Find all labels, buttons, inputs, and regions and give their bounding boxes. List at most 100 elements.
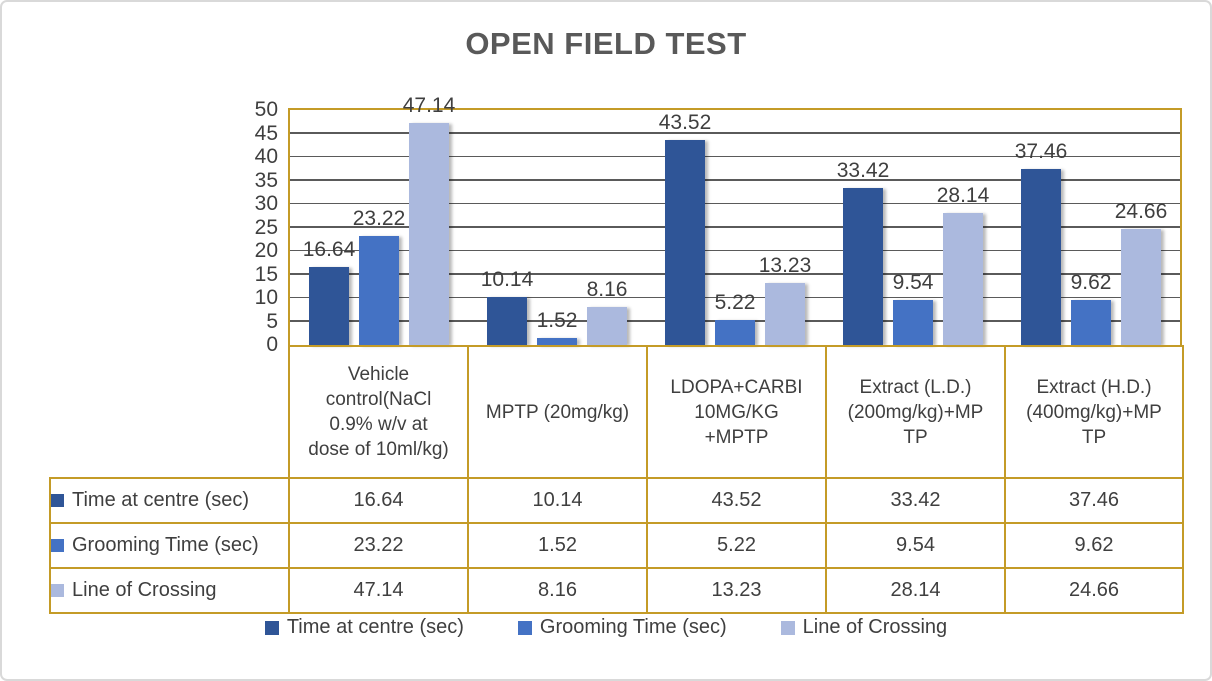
plot-border xyxy=(288,108,1182,345)
series-name: Time at centre (sec) xyxy=(72,489,250,511)
legend-swatch-icon xyxy=(780,620,795,635)
bar-value-label: 37.46 xyxy=(1014,139,1068,163)
bar-value-label: 9.54 xyxy=(892,271,934,295)
gridline xyxy=(290,273,1180,275)
bar-group: 43.52 5.22 13.23 xyxy=(646,110,824,345)
data-table: Vehicle control(NaCl 0.9% w/v at dose of… xyxy=(49,345,1184,614)
table-value-cell: 9.62 xyxy=(1004,522,1184,569)
plot-bars: 16.64 23.22 47.14 10.14 1.52 8.16 43.52 5.22 13.… xyxy=(290,94,1180,345)
bar-slot: 23.22 xyxy=(353,110,405,345)
table-value-cell: 9.54 xyxy=(825,522,1006,569)
table-category-row: Vehicle control(NaCl 0.9% w/v at dose of… xyxy=(50,345,1184,479)
y-axis-label: 5 xyxy=(266,309,278,333)
legend-item: Grooming Time (sec) xyxy=(517,616,727,639)
bar-slot: 5.22 xyxy=(715,110,755,345)
gridline xyxy=(290,296,1180,298)
bar-value-label: 33.42 xyxy=(836,158,890,182)
bar-slot: 28.14 xyxy=(937,110,989,345)
bar xyxy=(765,282,805,345)
y-axis-label: 30 xyxy=(254,192,278,215)
bar-slot: 43.52 xyxy=(659,110,711,345)
bar-slot: 8.16 xyxy=(587,110,627,345)
y-axis-labels: 0 5 10 15 20 25 30 35 40 45 50 xyxy=(188,2,278,679)
bar xyxy=(1071,299,1111,345)
bar-slot: 9.62 xyxy=(1071,110,1111,345)
table-value-cell: 23.22 xyxy=(288,522,469,569)
table-value-cell: 16.64 xyxy=(288,477,469,524)
bar xyxy=(1121,229,1161,345)
bar-value-label: 1.52 xyxy=(536,308,578,332)
series-swatch-icon xyxy=(51,539,64,552)
bar-value-label: 8.16 xyxy=(586,277,628,301)
category-cell: MPTP (20mg/kg) xyxy=(467,345,648,479)
bar xyxy=(893,300,933,345)
bar-group: 16.64 23.22 47.14 xyxy=(290,94,468,345)
bar xyxy=(587,306,627,345)
table-value-cell: 33.42 xyxy=(825,477,1006,524)
table-value-cell: 28.14 xyxy=(825,567,1006,614)
bar-slot: 24.66 xyxy=(1115,110,1167,345)
bar-slot: 47.14 xyxy=(403,94,455,345)
y-axis-label: 40 xyxy=(254,145,278,168)
bar-slot: 37.46 xyxy=(1015,110,1067,345)
bar-value-label: 47.14 xyxy=(402,94,456,118)
bar xyxy=(537,337,577,345)
table-value-cell: 1.52 xyxy=(467,522,648,569)
chart-legend: Time at centre (sec) Grooming Time (sec) L… xyxy=(2,616,1210,639)
bar-slot: 33.42 xyxy=(837,110,889,345)
data-table-body: Vehicle control(NaCl 0.9% w/v at dose of… xyxy=(49,345,1184,614)
y-axis-label: 10 xyxy=(254,286,278,309)
bar-value-label: 28.14 xyxy=(936,183,990,207)
bar xyxy=(665,140,705,345)
gridline xyxy=(290,202,1180,204)
bar-slot: 9.54 xyxy=(893,110,933,345)
table-row: Grooming Time (sec) 23.22 1.52 5.22 9.54 9.62 xyxy=(49,522,1184,569)
bar-value-label: 16.64 xyxy=(302,237,356,261)
series-swatch-icon xyxy=(51,494,64,507)
table-row: Line of Crossing 47.14 8.16 13.23 28.14 24.66 xyxy=(49,567,1184,614)
bar-slot: 16.64 xyxy=(303,110,355,345)
table-corner-blank xyxy=(50,346,289,478)
bar-group: 37.46 9.62 24.66 xyxy=(1002,110,1180,345)
bar-group: 33.42 9.54 28.14 xyxy=(824,110,1002,345)
bar-value-label: 5.22 xyxy=(714,291,756,315)
category-cell: LDOPA+CARBI 10MG/KG +MPTP xyxy=(646,345,827,479)
table-value-cell: 10.14 xyxy=(467,477,648,524)
legend-swatch-icon xyxy=(517,620,532,635)
bar xyxy=(309,266,349,345)
series-swatch-icon xyxy=(51,584,64,597)
gridline xyxy=(290,226,1180,228)
bar-value-label: 13.23 xyxy=(758,253,812,277)
bar xyxy=(409,123,449,345)
y-axis-label: 0 xyxy=(266,333,278,356)
legend-item: Time at centre (sec) xyxy=(264,616,464,639)
legend-label: Time at centre (sec) xyxy=(286,616,464,638)
bar-value-label: 24.66 xyxy=(1114,200,1168,224)
bar xyxy=(359,235,399,345)
table-value-cell: 43.52 xyxy=(646,477,827,524)
series-name: Grooming Time (sec) xyxy=(72,534,259,556)
bar xyxy=(487,297,527,345)
bar-value-label: 23.22 xyxy=(352,206,406,230)
y-axis-label: 20 xyxy=(254,239,278,262)
table-value-cell: 24.66 xyxy=(1004,567,1184,614)
table-value-cell: 47.14 xyxy=(288,567,469,614)
y-axis-label: 35 xyxy=(254,168,278,192)
series-label-cell: Grooming Time (sec) xyxy=(49,522,290,569)
series-label-cell: Time at centre (sec) xyxy=(49,477,290,524)
gridline xyxy=(290,132,1180,134)
gridline xyxy=(290,249,1180,251)
table-value-cell: 5.22 xyxy=(646,522,827,569)
bar-value-label: 10.14 xyxy=(480,268,534,292)
bar-slot: 13.23 xyxy=(759,110,811,345)
category-cell: Vehicle control(NaCl 0.9% w/v at dose of… xyxy=(288,345,469,479)
legend-swatch-icon xyxy=(264,620,279,635)
series-label-cell: Line of Crossing xyxy=(49,567,290,614)
bar-slot: 10.14 xyxy=(481,110,533,345)
series-name: Line of Crossing xyxy=(72,579,217,601)
bar xyxy=(843,187,883,345)
legend-label: Grooming Time (sec) xyxy=(539,616,727,638)
gridline xyxy=(290,179,1180,181)
y-axis-label: 15 xyxy=(254,262,278,286)
